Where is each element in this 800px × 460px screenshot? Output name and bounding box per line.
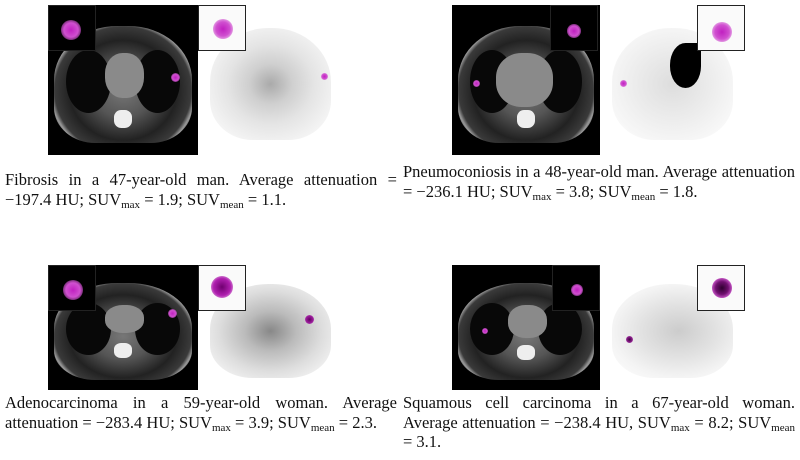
pet-inset-squamous-cell-carcinoma — [697, 265, 745, 311]
subscript: max — [532, 190, 552, 203]
caption-text: = 1.9; SUV — [140, 189, 220, 209]
caption-text: = 8.2; SUV — [689, 412, 772, 432]
pet-inset-fibrosis — [198, 5, 246, 51]
subscript: mean — [310, 421, 335, 434]
caption-text: Adenocarcinoma in a 59-year-old woman. A… — [5, 393, 397, 432]
subscript: mean — [631, 190, 656, 203]
caption-adenocarcinoma: Adenocarcinoma in a 59-year-old woman. A… — [5, 393, 397, 434]
ct-inset-fibrosis — [48, 5, 96, 51]
subscript: max — [670, 421, 690, 434]
caption-text: = 2.3. — [334, 412, 377, 432]
subscript: max — [211, 421, 231, 434]
caption-text: Pneumoconiosis in a 48-year-old man. Ave… — [403, 162, 795, 201]
caption-text: = 3.1. — [403, 432, 442, 451]
caption-text: = 1.8. — [655, 181, 698, 201]
subscript: mean — [219, 198, 244, 211]
ct-inset-pneumoconiosis — [550, 5, 598, 51]
ct-inset-adenocarcinoma — [48, 265, 96, 311]
caption-fibrosis: Fibrosis in a 47-year-old man. Average a… — [5, 170, 397, 211]
pet-inset-adenocarcinoma — [198, 265, 246, 311]
caption-squamous-cell-carcinoma: Squamous cell carcinoma in a 67-year-old… — [403, 393, 795, 452]
pet-inset-pneumoconiosis — [697, 5, 745, 51]
caption-text: Fibrosis in a 47-year-old man. Average a… — [5, 170, 397, 209]
caption-text: = 1.1. — [243, 189, 287, 209]
caption-text: = 3.8; SUV — [551, 181, 632, 201]
subscript: max — [121, 198, 141, 211]
subscript: mean — [771, 421, 795, 434]
caption-text: Squamous cell carcinoma in a 67-year-old… — [403, 393, 795, 432]
caption-pneumoconiosis: Pneumoconiosis in a 48-year-old man. Ave… — [403, 162, 795, 203]
ct-inset-squamous-cell-carcinoma — [552, 265, 600, 311]
pet-image-adenocarcinoma — [198, 265, 343, 390]
caption-text: = 3.9; SUV — [230, 412, 311, 432]
ct-image-fibrosis — [48, 5, 198, 155]
